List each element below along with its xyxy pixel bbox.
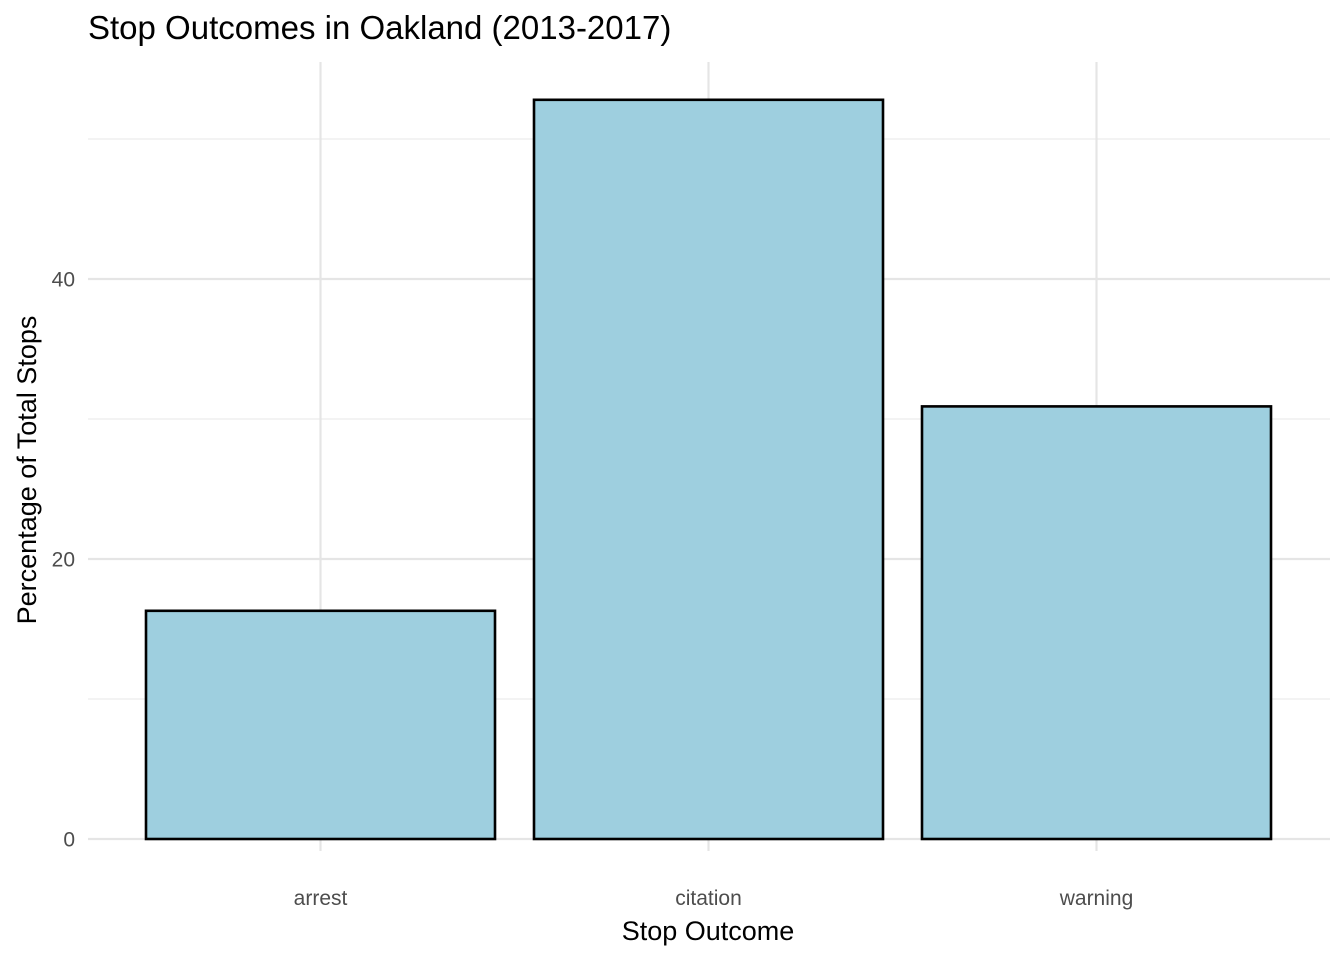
y-tick-label: 20: [52, 549, 75, 572]
x-tick-label: citation: [675, 887, 742, 910]
y-axis-title: Percentage of Total Stops: [12, 316, 42, 625]
x-axis-title: Stop Outcome: [622, 916, 795, 946]
x-axis-tick-labels: arrest citation warning: [294, 887, 1134, 910]
y-axis-tick-labels: 0 20 40: [52, 269, 75, 852]
chart-title: Stop Outcomes in Oakland (2013-2017): [88, 9, 671, 46]
x-tick-label: arrest: [294, 887, 348, 910]
bar-citation: [532, 98, 885, 841]
y-tick-label: 0: [63, 829, 75, 852]
x-tick-label: warning: [1059, 887, 1134, 910]
bar-warning: [920, 405, 1273, 841]
bars: [144, 98, 1273, 841]
bar-arrest: [144, 609, 497, 841]
y-tick-label: 40: [52, 269, 75, 292]
